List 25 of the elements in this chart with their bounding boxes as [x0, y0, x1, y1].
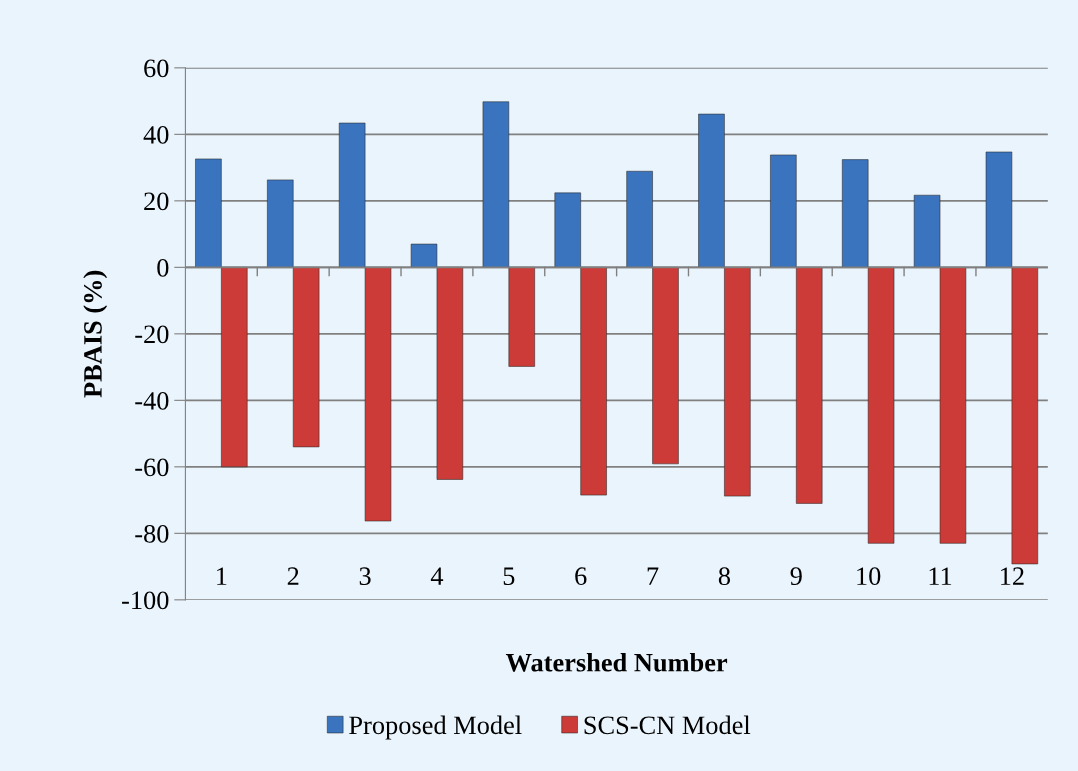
x-tick-label: 7: [647, 567, 659, 585]
x-tick-label: 1: [217, 567, 227, 585]
x-axis-title: Watershed Number: [505, 653, 728, 672]
y-tick-label: -40: [135, 391, 169, 410]
x-tick-label: 10: [857, 567, 881, 586]
y-tick-label: 60: [144, 59, 169, 78]
y-tick-label: 0: [157, 258, 169, 277]
x-tick-label: 4: [430, 567, 444, 585]
legend-label: SCS-CN Model: [584, 715, 751, 735]
x-tick-label: 12: [1001, 567, 1024, 585]
x-tick-label: 8: [718, 567, 731, 586]
y-tick-label: 20: [144, 192, 169, 211]
y-tick-label: 40: [143, 125, 169, 144]
x-tick-label: 2: [287, 567, 299, 585]
y-tick-label: -20: [135, 325, 169, 344]
x-tick-label: 9: [790, 567, 802, 586]
y-axis-title: PBAIS (%): [83, 270, 108, 398]
x-tick-label: 3: [359, 567, 371, 586]
y-tick-label: -60: [135, 458, 169, 477]
legend-label: Proposed Model: [349, 715, 522, 740]
x-tick-label: 6: [575, 567, 587, 586]
y-tick-label: -80: [135, 524, 169, 543]
x-tick-label: 5: [503, 567, 515, 586]
y-tick-label: -100: [122, 591, 169, 610]
x-tick-label: 11: [929, 567, 952, 585]
